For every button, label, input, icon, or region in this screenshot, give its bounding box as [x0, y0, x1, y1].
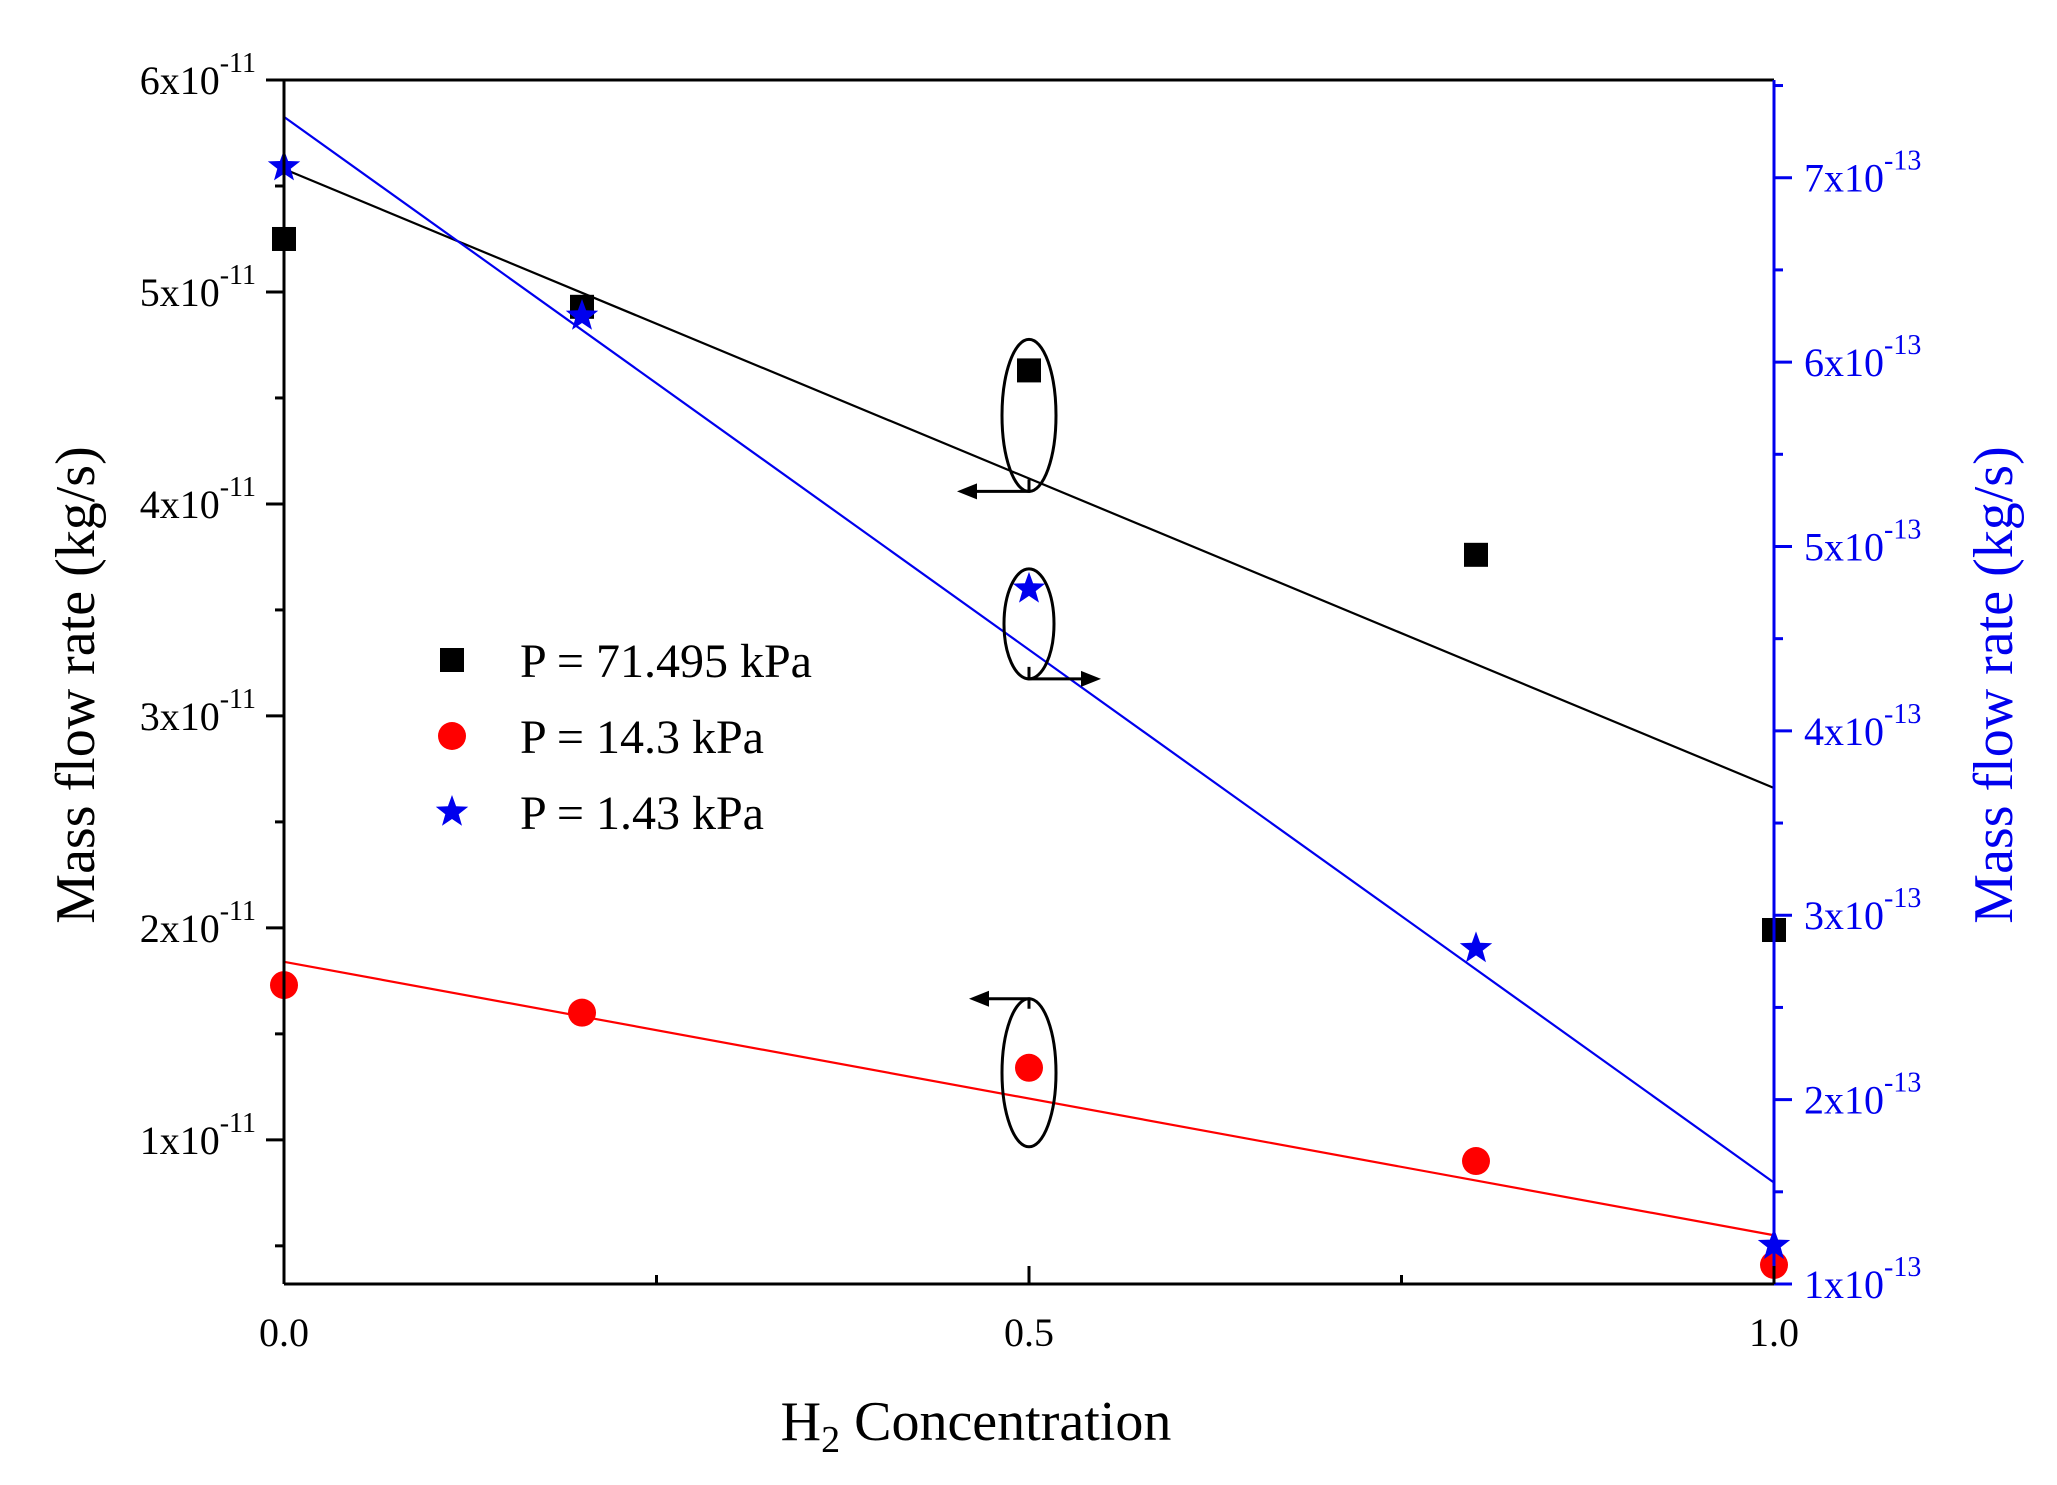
left-tick-label: 4x10-11 [140, 472, 256, 527]
right-tick-label: 1x10-13 [1804, 1252, 1921, 1307]
annotation-arrow-head [1081, 670, 1101, 687]
data-point-square [1464, 542, 1488, 567]
x-tick-label: 0.0 [259, 1310, 309, 1355]
data-markers [267, 149, 1791, 1279]
right-tick-label: 7x10-13 [1804, 146, 1921, 201]
fit-lines [283, 115, 1775, 1237]
annotation-arrow-line [973, 479, 1031, 493]
data-point-star [1012, 571, 1046, 603]
annotation-arrow-head [957, 483, 977, 500]
fit-line [283, 115, 1775, 1184]
legend-marker-circle [438, 722, 466, 750]
right-tick-label: 5x10-13 [1804, 514, 1921, 569]
legend-marker-star [435, 795, 469, 826]
x-axis: 0.0 0.5 1.0 [259, 1266, 1799, 1355]
annotation-left [969, 990, 1058, 1149]
left-tick-label: 1x10-11 [140, 1108, 256, 1163]
left-tick-label: 2x10-11 [140, 896, 256, 951]
annotation-arrow-head [969, 990, 989, 1007]
right-tick-label: 6x10-13 [1804, 330, 1921, 385]
left-tick-label: 3x10-11 [140, 684, 256, 739]
data-point-circle [568, 998, 596, 1027]
annotation-left [957, 337, 1058, 500]
annotation-arrow-line [985, 997, 1031, 1009]
data-point-circle [1015, 1053, 1043, 1082]
right-tick-label: 4x10-13 [1804, 699, 1921, 754]
fit-line [283, 168, 1775, 790]
right-tick-label: 2x10-13 [1804, 1068, 1921, 1123]
left-tick-label: 6x10-11 [140, 48, 256, 103]
legend-label: P = 14.3 kPa [520, 711, 764, 764]
x-tick-label: 0.5 [1004, 1310, 1054, 1355]
legend-marker-square [440, 648, 464, 672]
left-y-axis: 1x10-11 2x10-11 3x10-11 4x10-11 5x10-11 6x10-… [140, 48, 284, 1248]
x-tick-label: 1.0 [1749, 1310, 1799, 1355]
data-point-star [565, 299, 599, 330]
right-tick-label: 3x10-13 [1804, 883, 1921, 938]
x-axis-label: H2 Concentration [781, 1391, 1172, 1461]
data-point-star [1459, 931, 1493, 963]
legend: P = 71.495 kPa P = 14.3 kPa P = 1.43 kPa [435, 635, 812, 840]
annotations [957, 337, 1101, 1149]
fit-line [283, 960, 1775, 1237]
legend-label: P = 1.43 kPa [520, 787, 764, 840]
right-y-axis-label: Mass flow rate (kg/s) [1963, 446, 2025, 923]
left-y-axis-label: Mass flow rate (kg/s) [45, 446, 107, 923]
annotation-right [1002, 567, 1101, 687]
data-point-square [1017, 358, 1041, 383]
left-tick-label: 5x10-11 [140, 260, 256, 315]
right-y-axis: 1x10-13 2x10-13 3x10-13 4x10-13 5x10-13 6x10-… [1774, 84, 1921, 1307]
annotation-arrow-line [1027, 666, 1085, 681]
legend-label: P = 71.495 kPa [520, 635, 812, 688]
data-point-circle [1462, 1147, 1490, 1176]
